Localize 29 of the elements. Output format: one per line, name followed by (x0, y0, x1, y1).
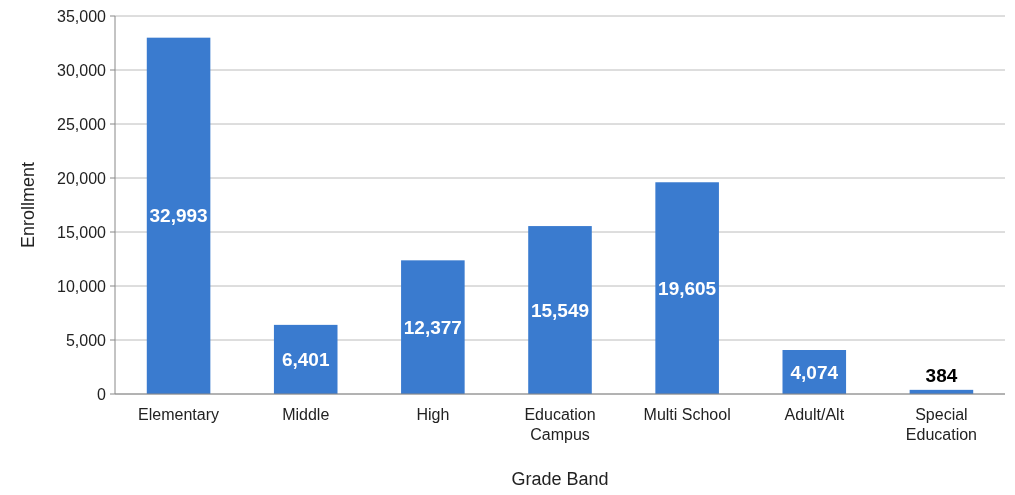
x-axis-title: Grade Band (511, 469, 609, 489)
y-tick-label: 10,000 (57, 277, 107, 295)
data-label: 384 (925, 364, 958, 386)
bar (401, 260, 465, 394)
data-label: 4,074 (790, 361, 839, 383)
bar (655, 182, 719, 394)
x-tick-label: High (416, 406, 450, 423)
bar (528, 226, 592, 394)
y-tick-label: 15,000 (57, 223, 107, 241)
bar (146, 37, 211, 394)
x-tick-label: Adult/Alt (784, 406, 845, 423)
bar (273, 324, 338, 394)
x-tick-label: Middle (282, 406, 330, 423)
y-tick-label: 35,000 (57, 7, 107, 25)
data-label: 32,993 (149, 205, 208, 227)
data-label: 12,377 (403, 316, 462, 338)
y-tick-label: 0 (97, 385, 107, 403)
data-label: 19,605 (658, 277, 717, 299)
x-tick-label: Education Campus (524, 406, 596, 443)
x-tick-label: Elementary (138, 406, 220, 423)
y-tick-label: 5,000 (65, 331, 107, 349)
x-tick-label: Special Education (905, 406, 978, 443)
y-tick-label: 25,000 (57, 115, 107, 133)
data-label: 6,401 (281, 349, 330, 371)
x-tick-label: Multi School (643, 406, 731, 423)
y-tick-label: 30,000 (57, 61, 107, 79)
y-tick-label: 20,000 (57, 169, 107, 187)
data-label: 15,549 (530, 299, 590, 321)
y-axis-title: Enrollment (18, 161, 38, 249)
